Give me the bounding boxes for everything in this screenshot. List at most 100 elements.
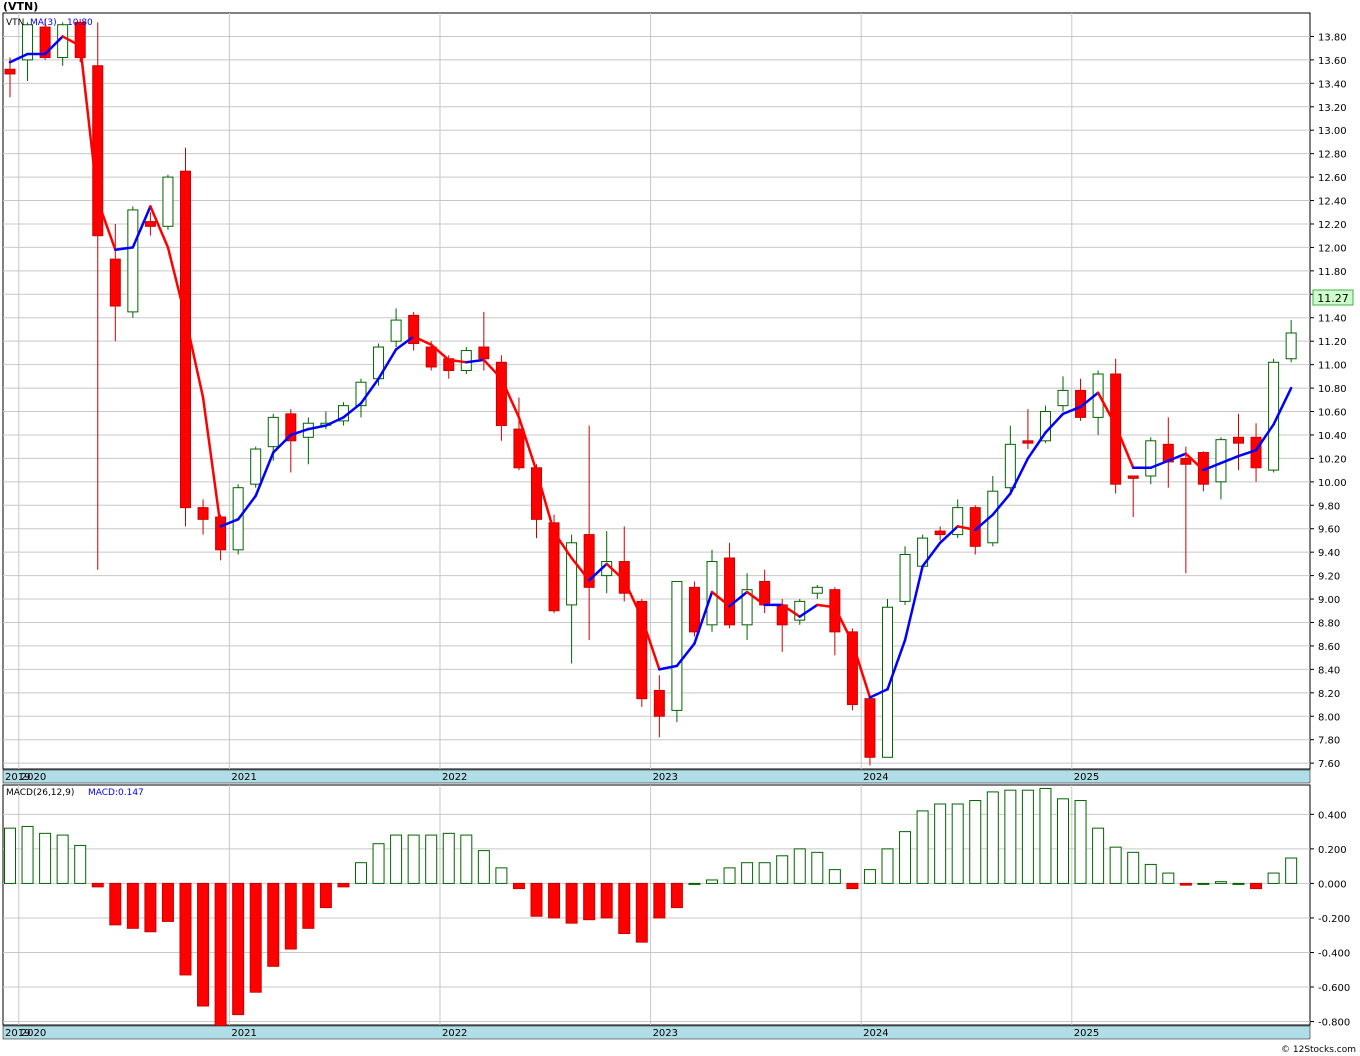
ma3-segment bbox=[43, 35, 64, 56]
macd-bar-negative bbox=[91, 882, 104, 888]
price-tick-label: 11.40 bbox=[1318, 314, 1347, 325]
macd-bar-positive bbox=[1127, 851, 1140, 884]
macd-bar-negative bbox=[548, 882, 561, 919]
price-tick-label: 8.60 bbox=[1318, 642, 1340, 653]
ma3-segment bbox=[798, 603, 819, 618]
date-label: 2021 bbox=[231, 772, 256, 783]
candle-down bbox=[495, 361, 507, 427]
price-tick-label: 10.60 bbox=[1318, 408, 1347, 419]
ma3-segment bbox=[447, 358, 468, 364]
macd-bar-positive bbox=[407, 834, 420, 884]
price-tick-label: 13.40 bbox=[1318, 79, 1347, 90]
price-tick-label: 12.00 bbox=[1318, 243, 1347, 254]
macd-bar-positive bbox=[934, 803, 947, 884]
legend-symbol: VTN bbox=[6, 18, 24, 28]
ma3-segment bbox=[359, 377, 380, 405]
ma3-segment bbox=[728, 590, 749, 608]
candle-down bbox=[724, 557, 736, 626]
price-tick-label: 13.00 bbox=[1318, 126, 1347, 137]
macd-bar-positive bbox=[1057, 798, 1069, 884]
macd-bar-negative bbox=[846, 882, 859, 890]
ma3-segment bbox=[342, 402, 363, 419]
price-tick-label: 10.20 bbox=[1318, 454, 1347, 465]
macd-bar-negative bbox=[512, 882, 525, 890]
macd-bar-negative bbox=[1179, 882, 1192, 886]
ma3-segment bbox=[1009, 457, 1030, 495]
ma3-segment bbox=[868, 688, 889, 699]
candle-down bbox=[864, 698, 876, 758]
macd-bar-positive bbox=[495, 867, 508, 884]
price-tick-label: 8.40 bbox=[1318, 665, 1340, 676]
candle-down bbox=[636, 600, 648, 700]
macd-tick-label: -0.400 bbox=[1318, 948, 1350, 959]
legend-ma-value: 10.80 bbox=[67, 18, 93, 28]
ma3-segment bbox=[149, 205, 170, 249]
candle-down bbox=[548, 522, 560, 612]
price-tick-label: 8.80 bbox=[1318, 618, 1340, 629]
macd-bar-negative bbox=[319, 882, 332, 909]
ma3-segment bbox=[535, 470, 556, 534]
macd-bar-positive bbox=[969, 800, 982, 884]
macd-bar-positive bbox=[916, 810, 929, 884]
macd-bar-positive bbox=[1214, 881, 1227, 884]
macd-bar-positive bbox=[21, 825, 34, 884]
macd-bar-positive bbox=[1109, 846, 1122, 884]
ma3-segment bbox=[833, 606, 854, 644]
macd-bar-positive bbox=[793, 848, 806, 884]
ma3-segment bbox=[886, 638, 907, 691]
candle-down bbox=[4, 68, 16, 75]
candle-down bbox=[408, 314, 420, 345]
macd-legend-name: MACD(26,12,9) bbox=[6, 788, 74, 798]
ma3-segment bbox=[500, 377, 521, 419]
macd-bar-positive bbox=[1267, 872, 1280, 884]
ma3-segment bbox=[1044, 412, 1065, 434]
date-label: 2019 bbox=[5, 1028, 30, 1039]
candle-up bbox=[1057, 389, 1069, 407]
candle-down bbox=[215, 516, 227, 551]
price-tick-label: 9.60 bbox=[1318, 525, 1340, 536]
macd-bar-positive bbox=[442, 832, 455, 884]
macd-bar-positive bbox=[74, 844, 87, 884]
candle-down bbox=[653, 689, 665, 717]
ticker-title: (VTN) bbox=[3, 0, 38, 13]
macd-bar-positive bbox=[477, 850, 490, 884]
ma3-segment bbox=[1096, 391, 1117, 427]
macd-bar-positive bbox=[688, 882, 701, 885]
candle-down bbox=[144, 221, 156, 227]
ma3-segment bbox=[377, 348, 398, 380]
macd-bar-positive bbox=[1021, 789, 1034, 884]
candle-down bbox=[618, 561, 630, 594]
macd-bar-negative bbox=[635, 882, 648, 943]
macd-bar-positive bbox=[1285, 857, 1298, 884]
macd-bar-positive bbox=[951, 803, 964, 884]
ma3-segment bbox=[658, 664, 679, 671]
candle-up bbox=[987, 490, 999, 544]
ma3-segment bbox=[1167, 452, 1188, 462]
price-tick-label: 8.20 bbox=[1318, 689, 1340, 700]
macd-tick-label: 0.200 bbox=[1318, 845, 1347, 856]
ma3-segment bbox=[640, 616, 661, 671]
price-tick-label: 9.80 bbox=[1318, 501, 1340, 512]
macd-bar-positive bbox=[881, 848, 894, 884]
macd-bars-layer bbox=[4, 787, 1298, 1033]
date-label: 2022 bbox=[442, 1028, 467, 1039]
date-label: 2021 bbox=[231, 1028, 256, 1039]
ma3-segment bbox=[1149, 459, 1170, 470]
macd-bar-negative bbox=[653, 882, 666, 919]
candle-down bbox=[1233, 436, 1244, 444]
macd-bar-negative bbox=[267, 882, 280, 967]
macd-bar-positive bbox=[758, 862, 771, 884]
macd-bar-negative bbox=[337, 882, 350, 888]
ma3-segment bbox=[1272, 386, 1293, 426]
ma3-segment bbox=[745, 590, 766, 607]
ma3-segment bbox=[903, 564, 924, 642]
ma3-segment bbox=[429, 343, 450, 362]
candle-up bbox=[355, 381, 367, 407]
candle-down bbox=[74, 21, 86, 59]
ma3-segment bbox=[1026, 431, 1047, 460]
macd-bar-positive bbox=[1232, 882, 1245, 885]
macd-bar-positive bbox=[1074, 800, 1087, 884]
candle-up bbox=[267, 416, 279, 448]
